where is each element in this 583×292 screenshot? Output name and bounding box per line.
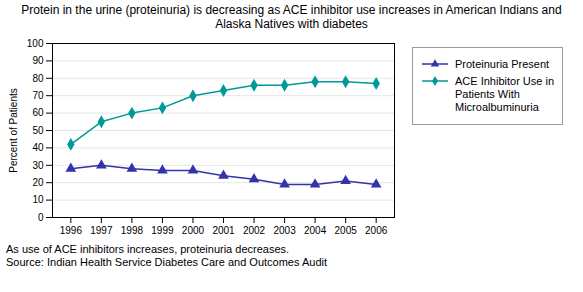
svg-text:2003: 2003	[273, 225, 296, 236]
svg-text:2005: 2005	[335, 225, 358, 236]
svg-text:2004: 2004	[304, 225, 327, 236]
svg-text:30: 30	[32, 160, 44, 171]
svg-text:2000: 2000	[182, 225, 205, 236]
svg-text:2001: 2001	[212, 225, 235, 236]
svg-text:60: 60	[32, 107, 44, 118]
svg-text:90: 90	[32, 55, 44, 66]
html-text:As use of ACE inhibitors incre: As use of ACE inhibitors increases, prot…	[6, 243, 290, 255]
svg-text:2006: 2006	[365, 225, 388, 236]
svg-text:100: 100	[27, 38, 44, 49]
svg-text:1996: 1996	[60, 225, 83, 236]
svg-text:1998: 1998	[121, 225, 144, 236]
html-text:Proteinuria Present: Proteinuria Present	[455, 58, 550, 70]
svg-text:70: 70	[32, 90, 44, 101]
svg-text:50: 50	[32, 125, 44, 136]
html-text:ACE Inhibitor Use in Patients: ACE Inhibitor Use in Patients With Micro…	[455, 75, 554, 113]
html-text:Protein in the urine (proteinu: Protein in the urine (proteinuria) is de…	[21, 3, 562, 31]
svg-text:80: 80	[32, 73, 44, 84]
html-text:Source: Indian Health Service: Source: Indian Health Service Diabetes C…	[6, 256, 327, 268]
svg-text:0: 0	[38, 212, 44, 223]
svg-text:10: 10	[32, 194, 44, 205]
svg-text:1997: 1997	[90, 225, 113, 236]
svg-text:20: 20	[32, 177, 44, 188]
svg-text:2002: 2002	[243, 225, 266, 236]
svg-text:40: 40	[32, 142, 44, 153]
svg-text:1999: 1999	[151, 225, 174, 236]
svg-text:Percent of Patients: Percent of Patients	[8, 88, 19, 173]
